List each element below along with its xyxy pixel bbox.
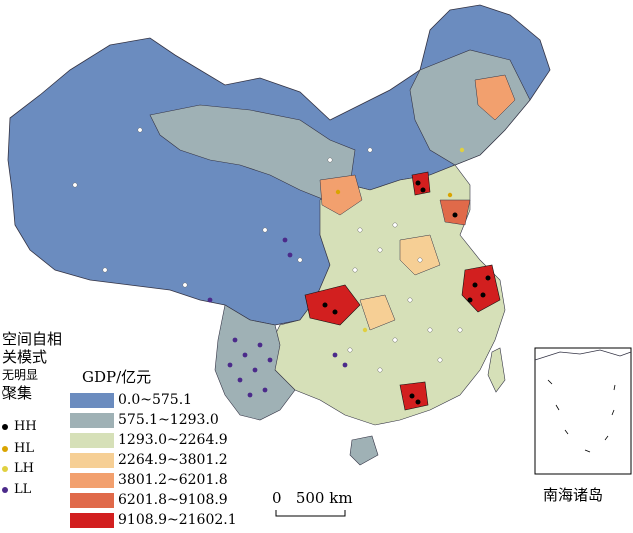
gdp-legend-label: 575.1~1293.0 bbox=[118, 412, 219, 428]
gdp-legend-item: 575.1~1293.0 bbox=[70, 412, 219, 428]
cluster-title-line-4: 聚集 bbox=[2, 384, 33, 402]
scale-bar-line bbox=[275, 510, 346, 517]
region-hainan bbox=[349, 435, 379, 466]
cluster-legend-swatch bbox=[2, 465, 8, 472]
region-orange-2 bbox=[474, 74, 516, 121]
points-ll bbox=[207, 237, 348, 398]
cluster-legend-label: LH bbox=[14, 461, 34, 476]
gdp-legend-swatch bbox=[70, 472, 114, 488]
inset-label: 南海诸岛 bbox=[543, 486, 604, 504]
cluster-legend-item: HH bbox=[2, 419, 37, 434]
region-beige-2 bbox=[359, 294, 396, 331]
gdp-legend-item: 0.0~575.1 bbox=[70, 392, 192, 408]
gdp-legend-swatch bbox=[70, 432, 114, 448]
gdp-legend-item: 2264.9~3801.2 bbox=[70, 452, 228, 468]
region-beige-1 bbox=[399, 234, 441, 276]
gdp-legend-label: 2264.9~3801.2 bbox=[118, 452, 228, 468]
gdp-legend-item: 3801.2~6201.8 bbox=[70, 472, 228, 488]
cluster-legend-swatch bbox=[2, 423, 8, 430]
region-east-central bbox=[269, 164, 506, 426]
gdp-legend-swatch bbox=[70, 412, 114, 428]
cluster-legend-item: LH bbox=[2, 461, 34, 476]
gdp-legend-swatch bbox=[70, 452, 114, 468]
cluster-title-line-3: 无明显 bbox=[2, 368, 39, 382]
region-red-beijing bbox=[411, 171, 431, 196]
cluster-legend-label: LL bbox=[14, 482, 32, 497]
points-hh bbox=[322, 180, 578, 405]
scale-bar-label: 0 500 km bbox=[272, 489, 353, 507]
cluster-legend-label: HH bbox=[14, 419, 37, 434]
cluster-legend-swatch-no-significant bbox=[2, 389, 9, 396]
gdp-legend-label: 3801.2~6201.8 bbox=[118, 472, 228, 488]
cluster-title-line-2: 关模式 bbox=[2, 348, 48, 366]
cluster-legend-item: LL bbox=[2, 482, 31, 497]
region-red-chongqing bbox=[304, 284, 361, 326]
inset-coast bbox=[534, 349, 632, 361]
points-no-significant bbox=[72, 127, 463, 373]
gdp-legend-label: 9108.9~21602.1 bbox=[118, 512, 237, 528]
cluster-legend-swatch bbox=[2, 445, 8, 452]
gdp-legend-label: 0.0~575.1 bbox=[118, 392, 193, 408]
gdp-legend-item: 1293.0~2264.9 bbox=[70, 432, 228, 448]
region-taiwan bbox=[487, 347, 506, 393]
cluster-legend-label: HL bbox=[14, 441, 34, 456]
cluster-legend-item: HL bbox=[2, 441, 34, 456]
points-hl bbox=[335, 189, 453, 198]
inset-frame bbox=[534, 347, 632, 475]
region-orange-1 bbox=[319, 174, 363, 216]
gdp-legend-item: 6201.8~9108.9 bbox=[70, 492, 228, 508]
cluster-title-line-1: 空间自相 bbox=[2, 330, 63, 348]
cluster-legend-title: 空间自相 关模式 无明显 聚集 bbox=[2, 330, 82, 402]
points-lh bbox=[362, 147, 465, 333]
cluster-legend-swatch bbox=[2, 486, 8, 493]
gdp-legend-label: 6201.8~9108.9 bbox=[118, 492, 228, 508]
inset-dashes bbox=[547, 379, 616, 453]
gdp-legend-swatch bbox=[70, 512, 114, 528]
gdp-legend-label: 1293.0~2264.9 bbox=[118, 432, 228, 448]
gdp-legend-swatch bbox=[70, 492, 114, 508]
gdp-legend-swatch bbox=[70, 392, 114, 408]
gdp-legend-title: GDP/亿元 bbox=[82, 368, 152, 386]
region-yunnan bbox=[214, 304, 296, 421]
gdp-legend-item: 9108.9~21602.1 bbox=[70, 512, 237, 528]
